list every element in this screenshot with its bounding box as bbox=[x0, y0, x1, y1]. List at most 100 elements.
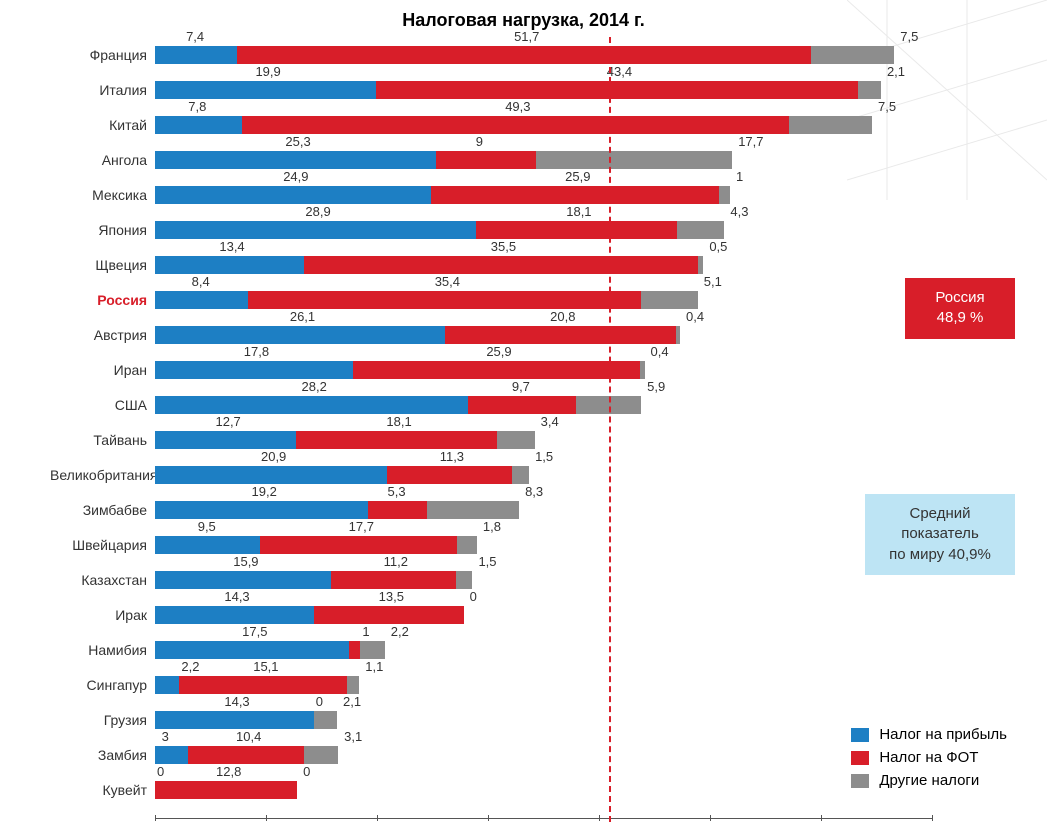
value-label-other: 2,2 bbox=[391, 624, 409, 639]
value-label-profit: 15,9 bbox=[233, 554, 258, 569]
value-label-other: 1,5 bbox=[535, 449, 553, 464]
bar-segment-profit bbox=[155, 746, 188, 764]
value-label-payroll: 17,7 bbox=[349, 519, 374, 534]
value-label-payroll: 1 bbox=[362, 624, 369, 639]
bar-segment-payroll bbox=[376, 81, 858, 99]
bar-segment-other bbox=[641, 291, 698, 309]
callout-russia: Россия 48,9 % bbox=[905, 278, 1015, 339]
country-label: Китай bbox=[50, 117, 155, 133]
bar-segment-profit bbox=[155, 536, 260, 554]
chart-row: Ангола25,3917,7 bbox=[50, 142, 1017, 177]
value-label-profit: 0 bbox=[157, 764, 164, 779]
bar-segment-other bbox=[360, 641, 384, 659]
value-label-payroll: 18,1 bbox=[566, 204, 591, 219]
bar-segment-payroll bbox=[331, 571, 455, 589]
value-label-payroll: 25,9 bbox=[565, 169, 590, 184]
bar-segment-payroll bbox=[155, 781, 297, 799]
value-label-profit: 2,2 bbox=[181, 659, 199, 674]
chart-row: Мексика24,925,91 bbox=[50, 177, 1017, 212]
country-label: Ирак bbox=[50, 607, 155, 623]
bar-track: 7,451,77,5 bbox=[155, 46, 1017, 64]
x-tick bbox=[932, 815, 933, 821]
bar-segment-other bbox=[427, 501, 519, 519]
value-label-profit: 19,9 bbox=[255, 64, 280, 79]
country-label: Италия bbox=[50, 82, 155, 98]
bar-track: 13,435,50,5 bbox=[155, 256, 1017, 274]
bar-segment-profit bbox=[155, 81, 376, 99]
bar-segment-payroll bbox=[476, 221, 677, 239]
reference-line bbox=[609, 37, 611, 822]
value-label-profit: 7,4 bbox=[186, 29, 204, 44]
bar-track: 2,215,11,1 bbox=[155, 676, 1017, 694]
value-label-profit: 14,3 bbox=[224, 589, 249, 604]
chart-row: Сингапур2,215,11,1 bbox=[50, 667, 1017, 702]
value-label-other: 5,1 bbox=[704, 274, 722, 289]
value-label-payroll: 12,8 bbox=[216, 764, 241, 779]
bar-segment-other bbox=[512, 466, 529, 484]
value-label-payroll: 11,2 bbox=[384, 554, 408, 569]
value-label-other: 4,3 bbox=[730, 204, 748, 219]
value-label-payroll: 35,5 bbox=[491, 239, 516, 254]
country-label: Иран bbox=[50, 362, 155, 378]
bar-segment-profit bbox=[155, 396, 468, 414]
country-label: Австрия bbox=[50, 327, 155, 343]
legend-item: Налог на ФОТ bbox=[851, 749, 1007, 766]
value-label-other: 1,8 bbox=[483, 519, 501, 534]
bar-track: 26,120,80,4 bbox=[155, 326, 1017, 344]
bar-segment-payroll bbox=[248, 291, 641, 309]
bar-segment-other bbox=[789, 116, 872, 134]
value-label-other: 0 bbox=[470, 589, 477, 604]
value-label-payroll: 15,1 bbox=[253, 659, 278, 674]
bar-segment-profit bbox=[155, 151, 436, 169]
value-label-profit: 20,9 bbox=[261, 449, 286, 464]
legend-label: Другие налоги bbox=[879, 772, 979, 789]
legend-swatch bbox=[851, 774, 869, 788]
value-label-payroll: 51,7 bbox=[514, 29, 539, 44]
value-label-profit: 9,5 bbox=[198, 519, 216, 534]
legend: Налог на прибыльНалог на ФОТДругие налог… bbox=[851, 720, 1007, 795]
bar-segment-payroll bbox=[387, 466, 512, 484]
callout-average: Средний показатель по миру 40,9% bbox=[865, 494, 1015, 575]
value-label-profit: 3 bbox=[162, 729, 169, 744]
bar-track: 19,943,42,1 bbox=[155, 81, 1017, 99]
bar-track: 7,849,37,5 bbox=[155, 116, 1017, 134]
value-label-payroll: 20,8 bbox=[550, 309, 575, 324]
value-label-other: 7,5 bbox=[878, 99, 896, 114]
country-label: Грузия bbox=[50, 712, 155, 728]
bar-track: 28,29,75,9 bbox=[155, 396, 1017, 414]
bar-segment-profit bbox=[155, 116, 242, 134]
bar-segment-payroll bbox=[237, 46, 811, 64]
value-label-other: 1 bbox=[736, 169, 743, 184]
value-label-profit: 28,9 bbox=[305, 204, 330, 219]
bar-segment-other bbox=[536, 151, 732, 169]
value-label-payroll: 0 bbox=[316, 694, 323, 709]
value-label-profit: 13,4 bbox=[219, 239, 244, 254]
value-label-profit: 12,7 bbox=[215, 414, 240, 429]
chart-area: Франция7,451,77,5Италия19,943,42,1Китай7… bbox=[50, 37, 1017, 807]
bar-segment-profit bbox=[155, 431, 296, 449]
value-label-other: 5,9 bbox=[647, 379, 665, 394]
bar-segment-other bbox=[676, 326, 680, 344]
value-label-profit: 14,3 bbox=[224, 694, 249, 709]
chart-row: Ирак14,313,50 bbox=[50, 597, 1017, 632]
bar-segment-profit bbox=[155, 606, 314, 624]
bar-segment-payroll bbox=[188, 746, 303, 764]
value-label-profit: 28,2 bbox=[302, 379, 327, 394]
country-label: Сингапур bbox=[50, 677, 155, 693]
bar-track: 8,435,45,1 bbox=[155, 291, 1017, 309]
bar-segment-profit bbox=[155, 711, 314, 729]
bar-segment-other bbox=[640, 361, 644, 379]
country-label: Швейцария bbox=[50, 537, 155, 553]
x-axis-baseline bbox=[155, 818, 932, 819]
bar-segment-profit bbox=[155, 466, 387, 484]
bar-segment-profit bbox=[155, 291, 248, 309]
bar-segment-payroll bbox=[314, 606, 464, 624]
value-label-profit: 24,9 bbox=[283, 169, 308, 184]
bar-segment-payroll bbox=[296, 431, 497, 449]
value-label-other: 3,1 bbox=[344, 729, 362, 744]
bar-track: 20,911,31,5 bbox=[155, 466, 1017, 484]
value-label-payroll: 5,3 bbox=[388, 484, 406, 499]
chart-row: Тайвань12,718,13,4 bbox=[50, 422, 1017, 457]
bar-segment-payroll bbox=[468, 396, 576, 414]
bar-segment-payroll bbox=[242, 116, 789, 134]
